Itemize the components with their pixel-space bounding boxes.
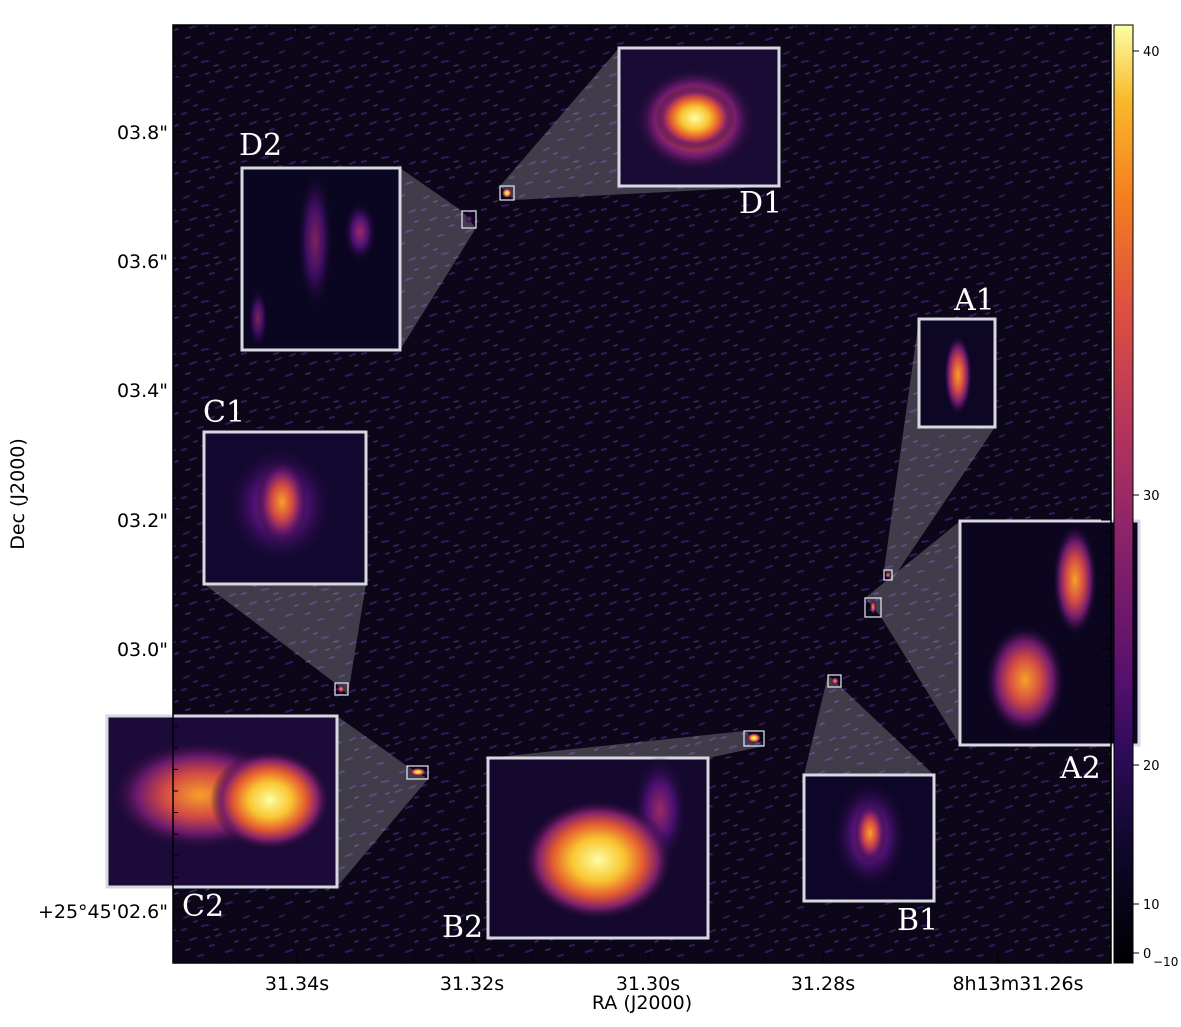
inset-label-d2: D2 [239, 128, 282, 163]
source-marker-fills [337, 188, 891, 776]
inset-a1 [917, 317, 997, 429]
x-axis-label: RA (J2000) [592, 992, 692, 1014]
colorbar-tick-label: 40 [1143, 45, 1160, 60]
inset-b2 [486, 755, 710, 940]
y-tick-label: 03.2" [117, 510, 168, 532]
inset-d2 [240, 166, 402, 352]
inset-label-b2: B2 [442, 910, 483, 945]
y-tick-label: 03.8" [117, 122, 168, 144]
colorbar-tick-label: 30 [1143, 489, 1160, 504]
inset-b1 [802, 773, 936, 903]
y-tick-label: 03.0" [117, 639, 168, 661]
colorbar-tick-label: −10 [1153, 955, 1178, 969]
x-tick-label: 31.30s [616, 973, 680, 995]
inset-d1 [617, 46, 781, 188]
inset-label-c1: C1 [203, 395, 245, 430]
colorbar-tick-label: 0 [1143, 947, 1151, 962]
inset-label-a1: A1 [953, 283, 995, 318]
y-tick-label: 03.4" [117, 380, 168, 402]
x-tick-label: 31.34s [265, 973, 329, 995]
inset-label-b1: B1 [897, 903, 938, 938]
inset-c1 [202, 430, 368, 586]
y-tick-label: 03.6" [117, 251, 168, 273]
y-axis-label: Dec (J2000) [7, 438, 29, 550]
x-tick-label: 8h13m31.26s [952, 973, 1083, 995]
source-markers [334, 185, 893, 780]
inset-c2 [105, 714, 339, 889]
plot-frame [172, 24, 1112, 964]
y-tick-label: +25°45'02.6" [38, 901, 168, 923]
axis-ticks [173, 25, 1111, 963]
colorbar-tick-label: 10 [1143, 898, 1160, 913]
colorbar-tick-label: 20 [1143, 759, 1160, 774]
colorbar [1113, 24, 1134, 964]
inset-label-a2: A2 [1059, 751, 1101, 786]
x-tick-label: 31.28s [791, 973, 855, 995]
inset-label-c2: C2 [182, 889, 224, 924]
colorbar-ticks [1133, 50, 1139, 954]
inset-label-d1: D1 [739, 186, 782, 221]
x-tick-label: 31.32s [440, 973, 504, 995]
inset-a2 [958, 519, 1141, 747]
